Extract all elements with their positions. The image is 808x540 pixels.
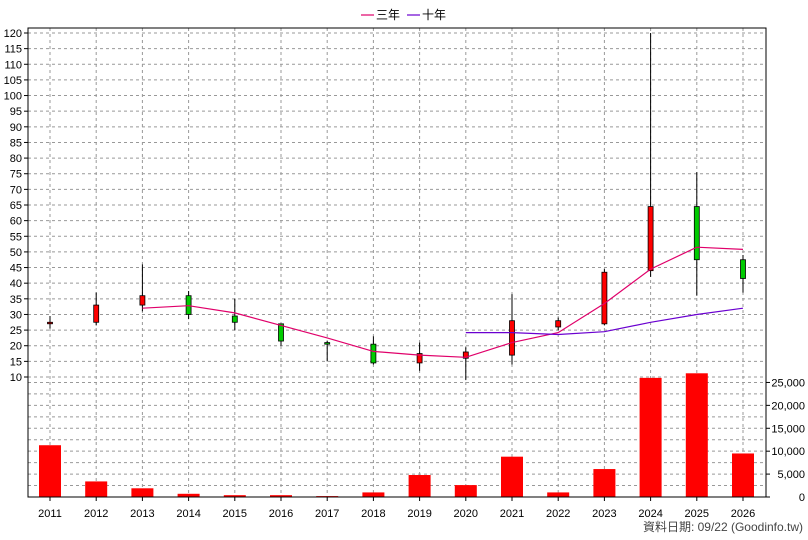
price-tick-label: 20 [10,341,22,353]
candle-body [693,206,700,261]
price-tick-label: 30 [10,309,22,321]
candle-body [370,343,377,364]
volume-bar [223,495,246,497]
price-tick-label: 40 [10,278,22,290]
year-tick-label: 2012 [84,508,108,520]
price-tick-label: 65 [10,200,22,212]
price-tick-label: 105 [4,75,22,87]
year-tick-label: 2025 [685,508,709,520]
volume-tick-label: 0 [799,492,805,504]
legend-label-ten-year: 十年 [422,8,446,22]
volume-bar [685,373,708,497]
moving-average-lines [142,246,744,358]
volume-bar [501,456,523,497]
candle-body [324,342,331,345]
year-tick-label: 2021 [500,508,524,520]
volume-tick-label: 25,000 [771,377,805,389]
price-tick-label: 25 [10,325,22,337]
volume-bars [39,373,754,497]
candle-body [139,295,146,306]
volume-bar [732,453,754,497]
year-tick-label: 2026 [731,508,755,520]
year-tick-label: 2015 [223,508,247,520]
candle-body [185,295,192,315]
volume-bar [593,469,616,497]
price-tick-label: 35 [10,294,22,306]
price-tick-label: 55 [10,231,22,243]
price-tick-label: 110 [4,59,22,71]
year-tick-label: 2011 [38,508,62,520]
candle-body [740,259,746,279]
year-tick-label: 2020 [454,508,478,520]
volume-bar [85,481,108,497]
year-tick-label: 2024 [638,508,662,520]
volume-bar [177,493,200,497]
candle-body [416,353,423,364]
volume-bar [408,475,431,497]
volume-tick-label: 10,000 [771,446,805,458]
price-tick-label: 80 [10,153,22,165]
price-tick-label: 45 [10,263,22,275]
candle-body [93,304,100,323]
price-axis: 10 15 20 25 30 35 40 45 50 55 60 65 70 75 80 85 90 95 100 1… [4,28,28,384]
price-tick-label: 15 [10,356,22,368]
year-tick-label: 2022 [546,508,570,520]
series-line [465,307,744,336]
year-tick-label: 2017 [315,508,339,520]
year-tick-label: 2018 [361,508,385,520]
price-tick-label: 100 [4,91,22,103]
candle-body [278,323,284,342]
year-tick-label: 2016 [269,508,293,520]
volume-tick-label: 5,000 [777,469,805,481]
candlesticks [47,33,746,381]
price-tick-label: 95 [10,106,22,118]
candle-body [231,315,238,323]
candle-body [601,271,608,325]
legend: 三年 十年 [361,8,446,22]
plot-frame [27,27,767,498]
volume-tick-label: 15,000 [771,423,805,435]
volume-bar [639,377,662,497]
year-tick-label: 2019 [407,508,431,520]
year-axis: 2011 2012 2013 2014 2015 2016 2017 2018 2019 2020… [38,497,755,520]
candle-body [555,320,562,328]
legend-label-three-year: 三年 [376,8,400,22]
price-tick-label: 115 [4,44,22,56]
price-tick-label: 10 [10,372,22,384]
price-tick-label: 60 [10,216,22,228]
volume-bar [39,445,61,497]
volume-bar [270,495,292,497]
volume-bar [131,488,154,497]
volume-bar [547,492,570,497]
candle-body [509,320,515,356]
data-date-footer: 資料日期: 09/22 (Goodinfo.tw) [643,520,803,534]
price-tick-label: 75 [10,169,22,181]
year-tick-label: 2013 [130,508,154,520]
price-tick-label: 50 [10,247,22,259]
year-tick-label: 2014 [176,508,200,520]
candle-body [462,351,469,359]
volume-tick-label: 20,000 [771,400,805,412]
volume-axis: 0 5,000 10,000 15,000 20,000 25,000 [766,377,805,504]
candle-body [647,206,654,272]
volume-bar [454,485,477,497]
price-tick-label: 85 [10,137,22,149]
series-line [142,246,744,358]
grid [28,28,766,498]
price-tick-label: 120 [4,28,22,40]
candle-body [47,321,53,325]
price-tick-label: 70 [10,184,22,196]
volume-bar [362,492,385,497]
price-tick-label: 90 [10,122,22,134]
year-tick-label: 2023 [592,508,616,520]
